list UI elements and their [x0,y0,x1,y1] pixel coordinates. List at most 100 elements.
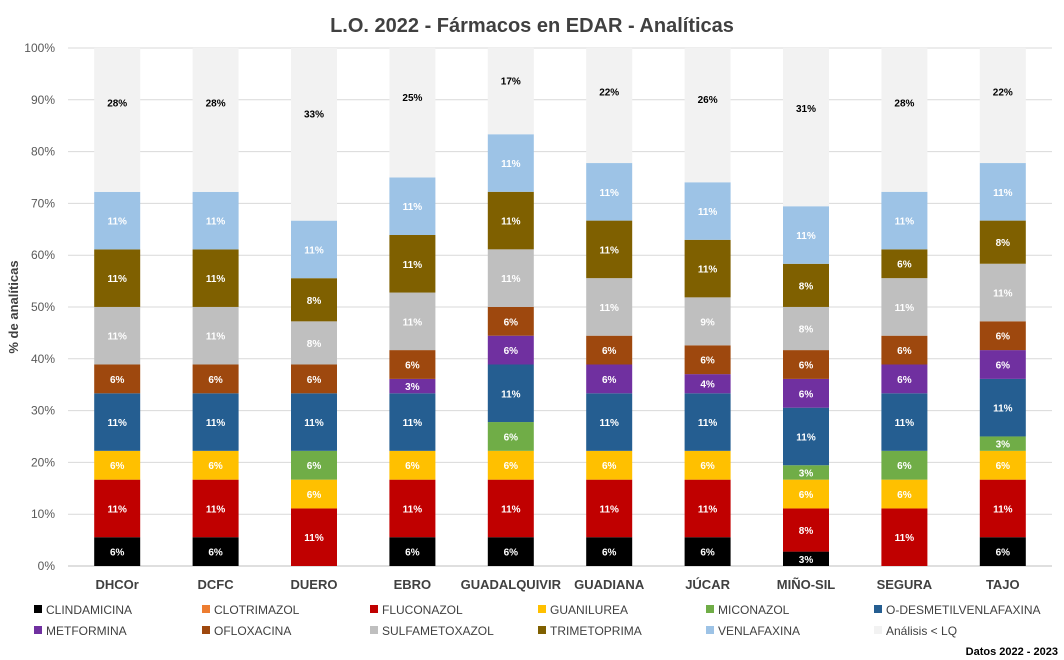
bar-segment [881,393,928,451]
bar-segment [94,249,141,307]
data-label: 28% [206,99,226,110]
bar-segment [94,537,141,566]
data-label: 6% [897,461,912,472]
bar-segment [487,306,534,336]
data-label: 6% [996,360,1011,371]
x-tick-label: DUERO [291,577,338,592]
bar-segment [389,292,436,351]
data-label: 17% [501,77,521,88]
bar-segment [979,163,1026,221]
bar-segment [783,263,829,307]
bar-segment [192,306,239,365]
bar-segment [684,450,731,480]
data-label: 11% [403,202,423,213]
legend-swatch [538,605,546,613]
bar-stack: 6% 11% 6% 11% 6% 11% 11% 11% 28% [94,47,141,566]
bar-segment [783,350,829,379]
legend-swatch [706,626,714,634]
data-label: 11% [599,303,619,314]
data-label: 6% [110,461,125,472]
bar-segment [684,393,731,451]
bar-segment [881,249,928,279]
data-label: 11% [206,504,226,515]
bar-segment [783,206,829,264]
bar-segment [389,479,436,538]
data-label: 6% [996,461,1011,472]
data-label: 28% [894,99,914,110]
bar-segment [389,177,436,235]
bar-segment [389,234,436,293]
data-label: 11% [206,418,226,429]
data-label: 26% [698,95,718,106]
legend-item: O-DESMETILVENLAFAXINA [874,603,1040,617]
legend-swatch [370,626,378,634]
data-label: 11% [403,418,423,429]
data-label: 11% [698,207,718,218]
data-label: 3% [799,468,814,479]
bar-segment [291,450,337,480]
y-tick-label: 40% [31,352,55,366]
bar-segment [783,479,829,509]
x-tick-label: GUADIANA [574,577,645,592]
bar-segment [979,47,1026,164]
bar-segment [881,508,928,566]
bar-segment [586,450,633,480]
legend-item: GUANILUREA [538,603,628,617]
bar-stack: 6% 11% 6% 11% 6% 11% 11% 11% 28% [192,47,239,566]
legend-swatch [706,605,714,613]
legend-label: O-DESMETILVENLAFAXINA [886,603,1040,617]
bar-segment [192,191,239,250]
bar-segment [881,479,928,509]
bar-segment [192,450,239,480]
data-label: 25% [402,93,422,104]
bar-segment [979,321,1026,351]
bar-segment [979,220,1026,264]
legend-label: GUANILUREA [550,603,628,617]
bar-stack: 6% 11% 6% 11% 3% 6% 11% 11% 11% 25% [389,47,436,566]
data-label: 11% [403,317,423,328]
data-label: 8% [307,296,322,307]
data-label: 11% [993,504,1013,515]
data-label: 6% [996,548,1011,559]
bar-segment [684,374,731,394]
bar-segment [94,479,141,538]
legend-swatch [370,605,378,613]
bar-segment [684,345,731,375]
bar-segment [192,537,239,566]
data-label: 11% [501,504,521,515]
bar-segment [291,364,337,394]
data-label: 11% [107,274,127,285]
legend-label: OFLOXACINA [214,624,291,638]
data-label: 31% [796,104,816,115]
legend-item: CLINDAMICINA [34,603,132,617]
bar-segment [192,479,239,538]
data-label: 11% [304,245,324,256]
bar-segment [192,47,239,192]
bar-stack: 6% 11% 6% 3% 11% 6% 6% 11% 8% 11% 22% [979,47,1026,566]
bar-segment [192,393,239,451]
legend-swatch [202,605,210,613]
data-label: 11% [895,217,915,228]
data-label: 11% [107,504,127,515]
legend-swatch [538,626,546,634]
x-tick-label: EBRO [394,577,432,592]
data-label: 11% [107,332,127,343]
y-tick-label: 90% [31,93,55,107]
legend-label: Análisis < LQ [886,624,957,638]
data-label: 11% [698,418,718,429]
data-label: 8% [307,339,322,350]
data-label: 11% [895,533,915,544]
data-label: 6% [307,375,322,386]
data-label: 11% [796,231,816,242]
legend-label: SULFAMETOXAZOL [382,624,494,638]
bar-segment [291,508,337,566]
data-label: 11% [206,217,226,228]
legend: CLINDAMICINA CLOTRIMAZOL FLUCONAZOL GUANILU… [34,603,1040,638]
data-label: 8% [996,238,1011,249]
data-label: 11% [501,389,521,400]
data-label: 8% [799,325,814,336]
bar-segment [783,47,829,207]
data-label: 11% [599,188,619,199]
bar-segment [684,479,731,538]
legend-label: METFORMINA [46,624,127,638]
